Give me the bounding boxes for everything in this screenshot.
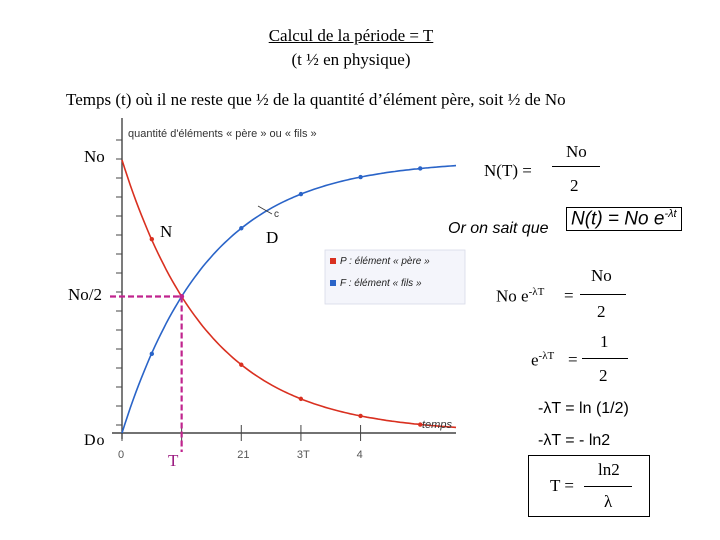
chart-series bbox=[121, 159, 457, 434]
decay-law-exp: -λt bbox=[664, 208, 677, 220]
legend-box bbox=[324, 249, 466, 305]
eq-nt-bar bbox=[552, 166, 600, 167]
label-t: T bbox=[168, 451, 179, 470]
eq3-num: 1 bbox=[600, 332, 609, 351]
half-life-point bbox=[179, 294, 185, 299]
fils-point bbox=[149, 351, 155, 357]
fils-point bbox=[298, 191, 304, 197]
y-axis-title: quantité d'éléments « père » ou « fils » bbox=[128, 128, 317, 140]
legend-label: F : élément « fils » bbox=[340, 278, 422, 289]
x-axis-title: temps bbox=[422, 419, 452, 431]
eq2-left: No e-λT bbox=[496, 286, 544, 307]
pere-point bbox=[149, 236, 155, 242]
legend-label: P : élément « père » bbox=[340, 256, 430, 267]
x-tick-label: 21 bbox=[237, 449, 249, 461]
eq5: -λT = - ln2 bbox=[538, 432, 611, 449]
label-do: Do bbox=[84, 432, 106, 449]
eq3-equals: = bbox=[568, 350, 578, 369]
fils-curve bbox=[121, 164, 457, 434]
eq4: -λT = ln (1/2) bbox=[538, 400, 629, 417]
fils-point bbox=[239, 226, 244, 231]
eq3-bar bbox=[582, 358, 628, 359]
eq3-left: e-λT bbox=[531, 350, 554, 371]
label-no: No bbox=[84, 147, 105, 166]
page-subtitle: (t ½ en physique) bbox=[291, 50, 411, 69]
pere-point bbox=[298, 396, 304, 402]
half-life-guides bbox=[110, 294, 185, 452]
label-n: N bbox=[160, 222, 173, 241]
eq-nt-left: N(T) = bbox=[484, 161, 532, 180]
pere-curve bbox=[121, 159, 457, 429]
eq-nt-den: 2 bbox=[570, 176, 579, 195]
x-tick-label: 3T bbox=[297, 449, 310, 461]
chart-labels: quantité d'éléments « père » ou « fils »… bbox=[128, 128, 452, 431]
x-tick-label: 0 bbox=[118, 449, 124, 461]
eq3-left-main: e bbox=[531, 350, 539, 370]
pere-point bbox=[358, 413, 363, 419]
pere-point bbox=[239, 362, 244, 367]
label-no-half: No/2 bbox=[68, 285, 102, 304]
final-left: T = bbox=[550, 476, 574, 495]
eq2-den: 2 bbox=[597, 302, 606, 321]
label-d: D bbox=[266, 228, 279, 247]
graph-letter-leader bbox=[257, 205, 273, 215]
or-text: Or on sait que bbox=[448, 220, 549, 237]
legend-swatch bbox=[330, 280, 336, 286]
chart-legend: P : élément « père » F : élément « fils » bbox=[324, 249, 466, 305]
eq2-bar bbox=[580, 294, 626, 295]
eq3-den: 2 bbox=[599, 366, 608, 385]
final-den: λ bbox=[604, 492, 613, 511]
eq3-left-exp: -λT bbox=[538, 350, 555, 362]
eq2-left-main: No e bbox=[496, 286, 529, 306]
eq2-left-exp: -λT bbox=[528, 286, 545, 298]
graph-letter-label: c bbox=[274, 209, 279, 220]
fils-point bbox=[418, 166, 423, 171]
eq2-num: No bbox=[591, 266, 612, 285]
final-num: ln2 bbox=[598, 460, 620, 479]
fils-point bbox=[358, 174, 363, 180]
page-title: Calcul de la période = T bbox=[268, 26, 434, 45]
final-bar bbox=[584, 486, 632, 487]
eq2-equals: = bbox=[564, 286, 574, 305]
decay-law-main: N(t) = No e bbox=[571, 208, 665, 230]
x-tick-label: 4 bbox=[357, 449, 363, 461]
decay-law-box: N(t) = No e-λt bbox=[566, 207, 682, 232]
pere-point bbox=[418, 422, 423, 427]
final-result-box bbox=[528, 455, 650, 517]
definition-text: Temps (t) où il ne reste que ½ de la qua… bbox=[66, 90, 566, 109]
chart-axes bbox=[112, 118, 456, 439]
legend-swatch bbox=[330, 258, 336, 264]
eq-nt-num: No bbox=[566, 142, 587, 161]
